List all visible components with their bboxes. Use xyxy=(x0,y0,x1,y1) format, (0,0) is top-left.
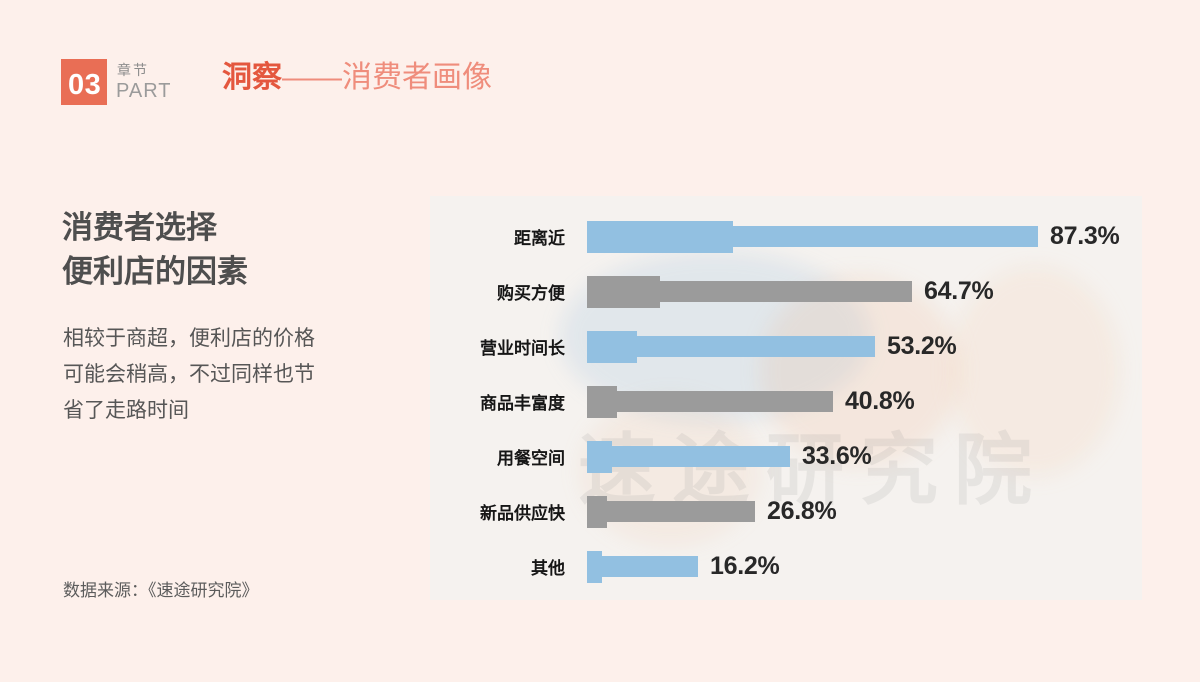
value-label: 16.2% xyxy=(710,552,780,580)
value-label: 53.2% xyxy=(887,332,957,360)
category-label: 营业时间长 xyxy=(480,339,565,358)
bar-head xyxy=(587,330,637,363)
bar-tail xyxy=(612,446,790,467)
bar-tail xyxy=(660,281,912,302)
bar-tail xyxy=(602,556,698,577)
category-label: 新品供应快 xyxy=(480,504,565,523)
body-line-1: 相较于商超，便利店的价格 xyxy=(63,327,315,350)
watermark-logo-blob xyxy=(760,276,960,466)
category-label: 购买方便 xyxy=(497,284,565,303)
category-label: 用餐空间 xyxy=(497,449,565,468)
category-label: 距离近 xyxy=(514,229,565,248)
data-source-note: 数据来源：《速途研究院》 xyxy=(63,581,259,600)
page-title: 洞察——消费者画像 xyxy=(222,61,492,97)
body-line-3: 省了走路时间 xyxy=(63,399,189,422)
value-label: 64.7% xyxy=(924,277,994,305)
bar xyxy=(587,495,755,528)
bar-head xyxy=(587,220,733,253)
section-heading-line1: 消费者选择 xyxy=(62,210,217,245)
watermark-text: 速途研究院 xyxy=(578,426,1049,514)
chart-row: 新品供应快 26.8% xyxy=(430,484,1142,539)
chapter-label-cn: 章节 xyxy=(117,62,149,78)
bar-head xyxy=(587,440,612,473)
bar xyxy=(587,220,1038,253)
bar-head xyxy=(587,385,617,418)
category-label: 商品丰富度 xyxy=(480,394,565,413)
chapter-number: 03 xyxy=(68,69,102,101)
chart-row: 商品丰富度 40.8% xyxy=(430,374,1142,429)
bar-tail xyxy=(733,226,1038,247)
bar-head xyxy=(587,275,660,308)
value-label: 26.8% xyxy=(767,497,837,525)
value-label: 87.3% xyxy=(1050,222,1120,250)
chapter-number-badge: 03 xyxy=(61,59,107,105)
bar-tail xyxy=(607,501,755,522)
section-heading-line2: 便利店的因素 xyxy=(62,254,248,289)
chart-row: 购买方便 64.7% xyxy=(430,264,1142,319)
value-label: 33.6% xyxy=(802,442,872,470)
bar xyxy=(587,275,912,308)
bar xyxy=(587,330,875,363)
chart-row: 其他 16.2% xyxy=(430,539,1142,594)
section-body: 相较于商超，便利店的价格 可能会稍高，不过同样也节 省了走路时间 xyxy=(63,321,315,429)
body-line-2: 可能会稍高，不过同样也节 xyxy=(63,363,315,386)
chart-row: 距离近 87.3% xyxy=(430,209,1142,264)
page-title-rest: ——消费者画像 xyxy=(282,61,492,94)
bar-head xyxy=(587,495,607,528)
chart-panel: 速途研究院 距离近 87.3% 购买方便 64.7% 营业时间长 53.2% 商品丰富度 40… xyxy=(430,196,1142,600)
chart-row: 营业时间长 53.2% xyxy=(430,319,1142,374)
bar-chart: 距离近 87.3% 购买方便 64.7% 营业时间长 53.2% 商品丰富度 40.8% 用餐空… xyxy=(430,196,1142,600)
section-heading: 消费者选择 便利店的因素 xyxy=(62,206,248,294)
bar xyxy=(587,440,790,473)
page-title-emphasis: 洞察 xyxy=(222,61,282,94)
bar xyxy=(587,550,698,583)
chapter-label-en: PART xyxy=(116,80,172,102)
bar-head xyxy=(587,550,602,583)
watermark-logo-blob xyxy=(950,266,1120,476)
category-label: 其他 xyxy=(531,559,565,578)
bar xyxy=(587,385,833,418)
bar-tail xyxy=(637,336,875,357)
chart-row: 用餐空间 33.6% xyxy=(430,429,1142,484)
bar-tail xyxy=(617,391,833,412)
value-label: 40.8% xyxy=(845,387,915,415)
